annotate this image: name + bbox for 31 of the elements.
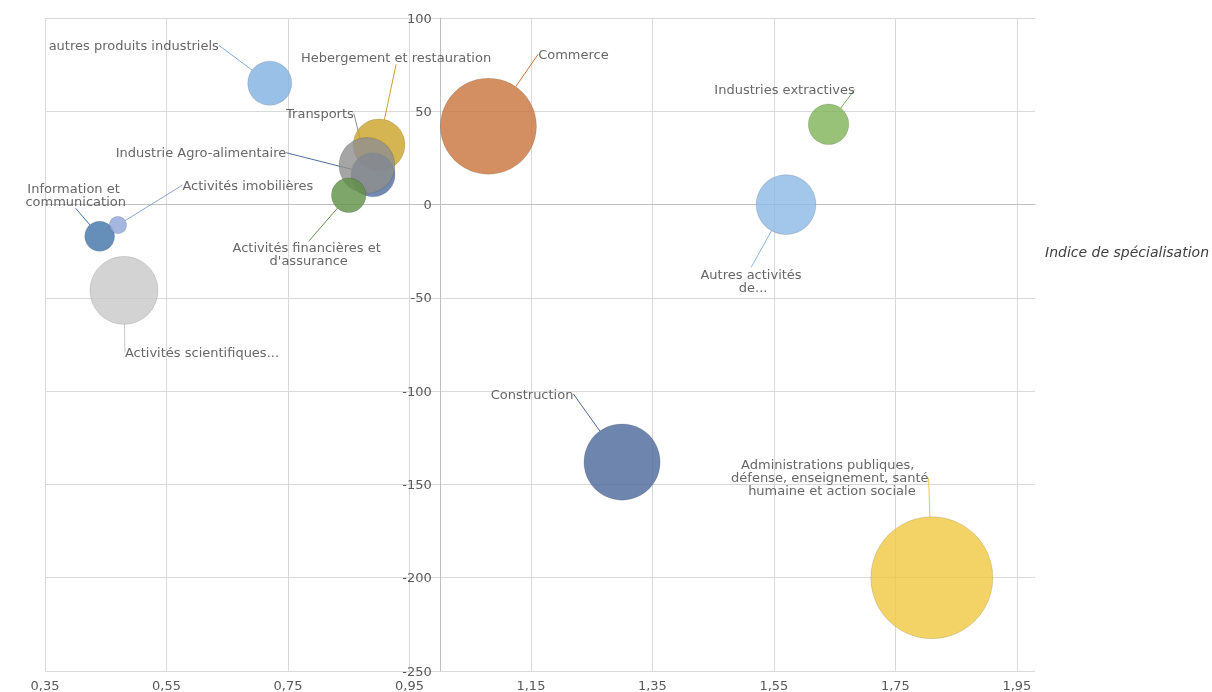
text: Industrie Agro-alimentaire bbox=[115, 145, 287, 161]
y-tick-label: -50 bbox=[410, 290, 432, 306]
series-label: Industries extractives bbox=[714, 81, 856, 97]
x-tick-label: 0,95 bbox=[394, 678, 424, 692]
series-label: Administrations publiques, défense, enseignement, santé humaine et action sociale bbox=[731, 457, 929, 499]
x-axis-title: Indice de spécialisation bbox=[1045, 243, 1209, 260]
series-label: Information et communication bbox=[25, 181, 126, 210]
text: Activités imobilières bbox=[182, 177, 314, 193]
x-tick-label: 1,15 bbox=[516, 678, 546, 692]
y-tick-label: -200 bbox=[402, 570, 432, 586]
y-tick-label: -250 bbox=[402, 663, 432, 679]
x-tick-label: 0,75 bbox=[273, 678, 303, 692]
text: autres produits industriels bbox=[48, 37, 220, 53]
text: Construction bbox=[490, 386, 574, 402]
text: Autres activités de... bbox=[700, 266, 802, 295]
x-tick-label: 0,35 bbox=[30, 678, 60, 692]
y-tick-label: 50 bbox=[415, 103, 432, 119]
x-tick-label: 0,55 bbox=[152, 678, 181, 692]
y-tick-label: 100 bbox=[406, 10, 432, 26]
y-tick-label: -150 bbox=[402, 476, 432, 492]
x-tick-label: 1,95 bbox=[1002, 678, 1032, 692]
y-tick-label: -100 bbox=[402, 383, 432, 399]
x-tick-label: 1,75 bbox=[880, 678, 910, 692]
x-tick-label: 1,55 bbox=[759, 678, 789, 692]
text: Commerce bbox=[538, 46, 609, 62]
y-tick-label: 0 bbox=[423, 197, 432, 213]
text: Activités financières et d'assurance bbox=[232, 240, 385, 269]
series-label: Transports bbox=[285, 105, 355, 121]
x-tick-label: 1,35 bbox=[637, 678, 667, 692]
series-label: Activités scientifiques... bbox=[124, 344, 280, 360]
text: Hebergement et restauration bbox=[301, 50, 492, 66]
